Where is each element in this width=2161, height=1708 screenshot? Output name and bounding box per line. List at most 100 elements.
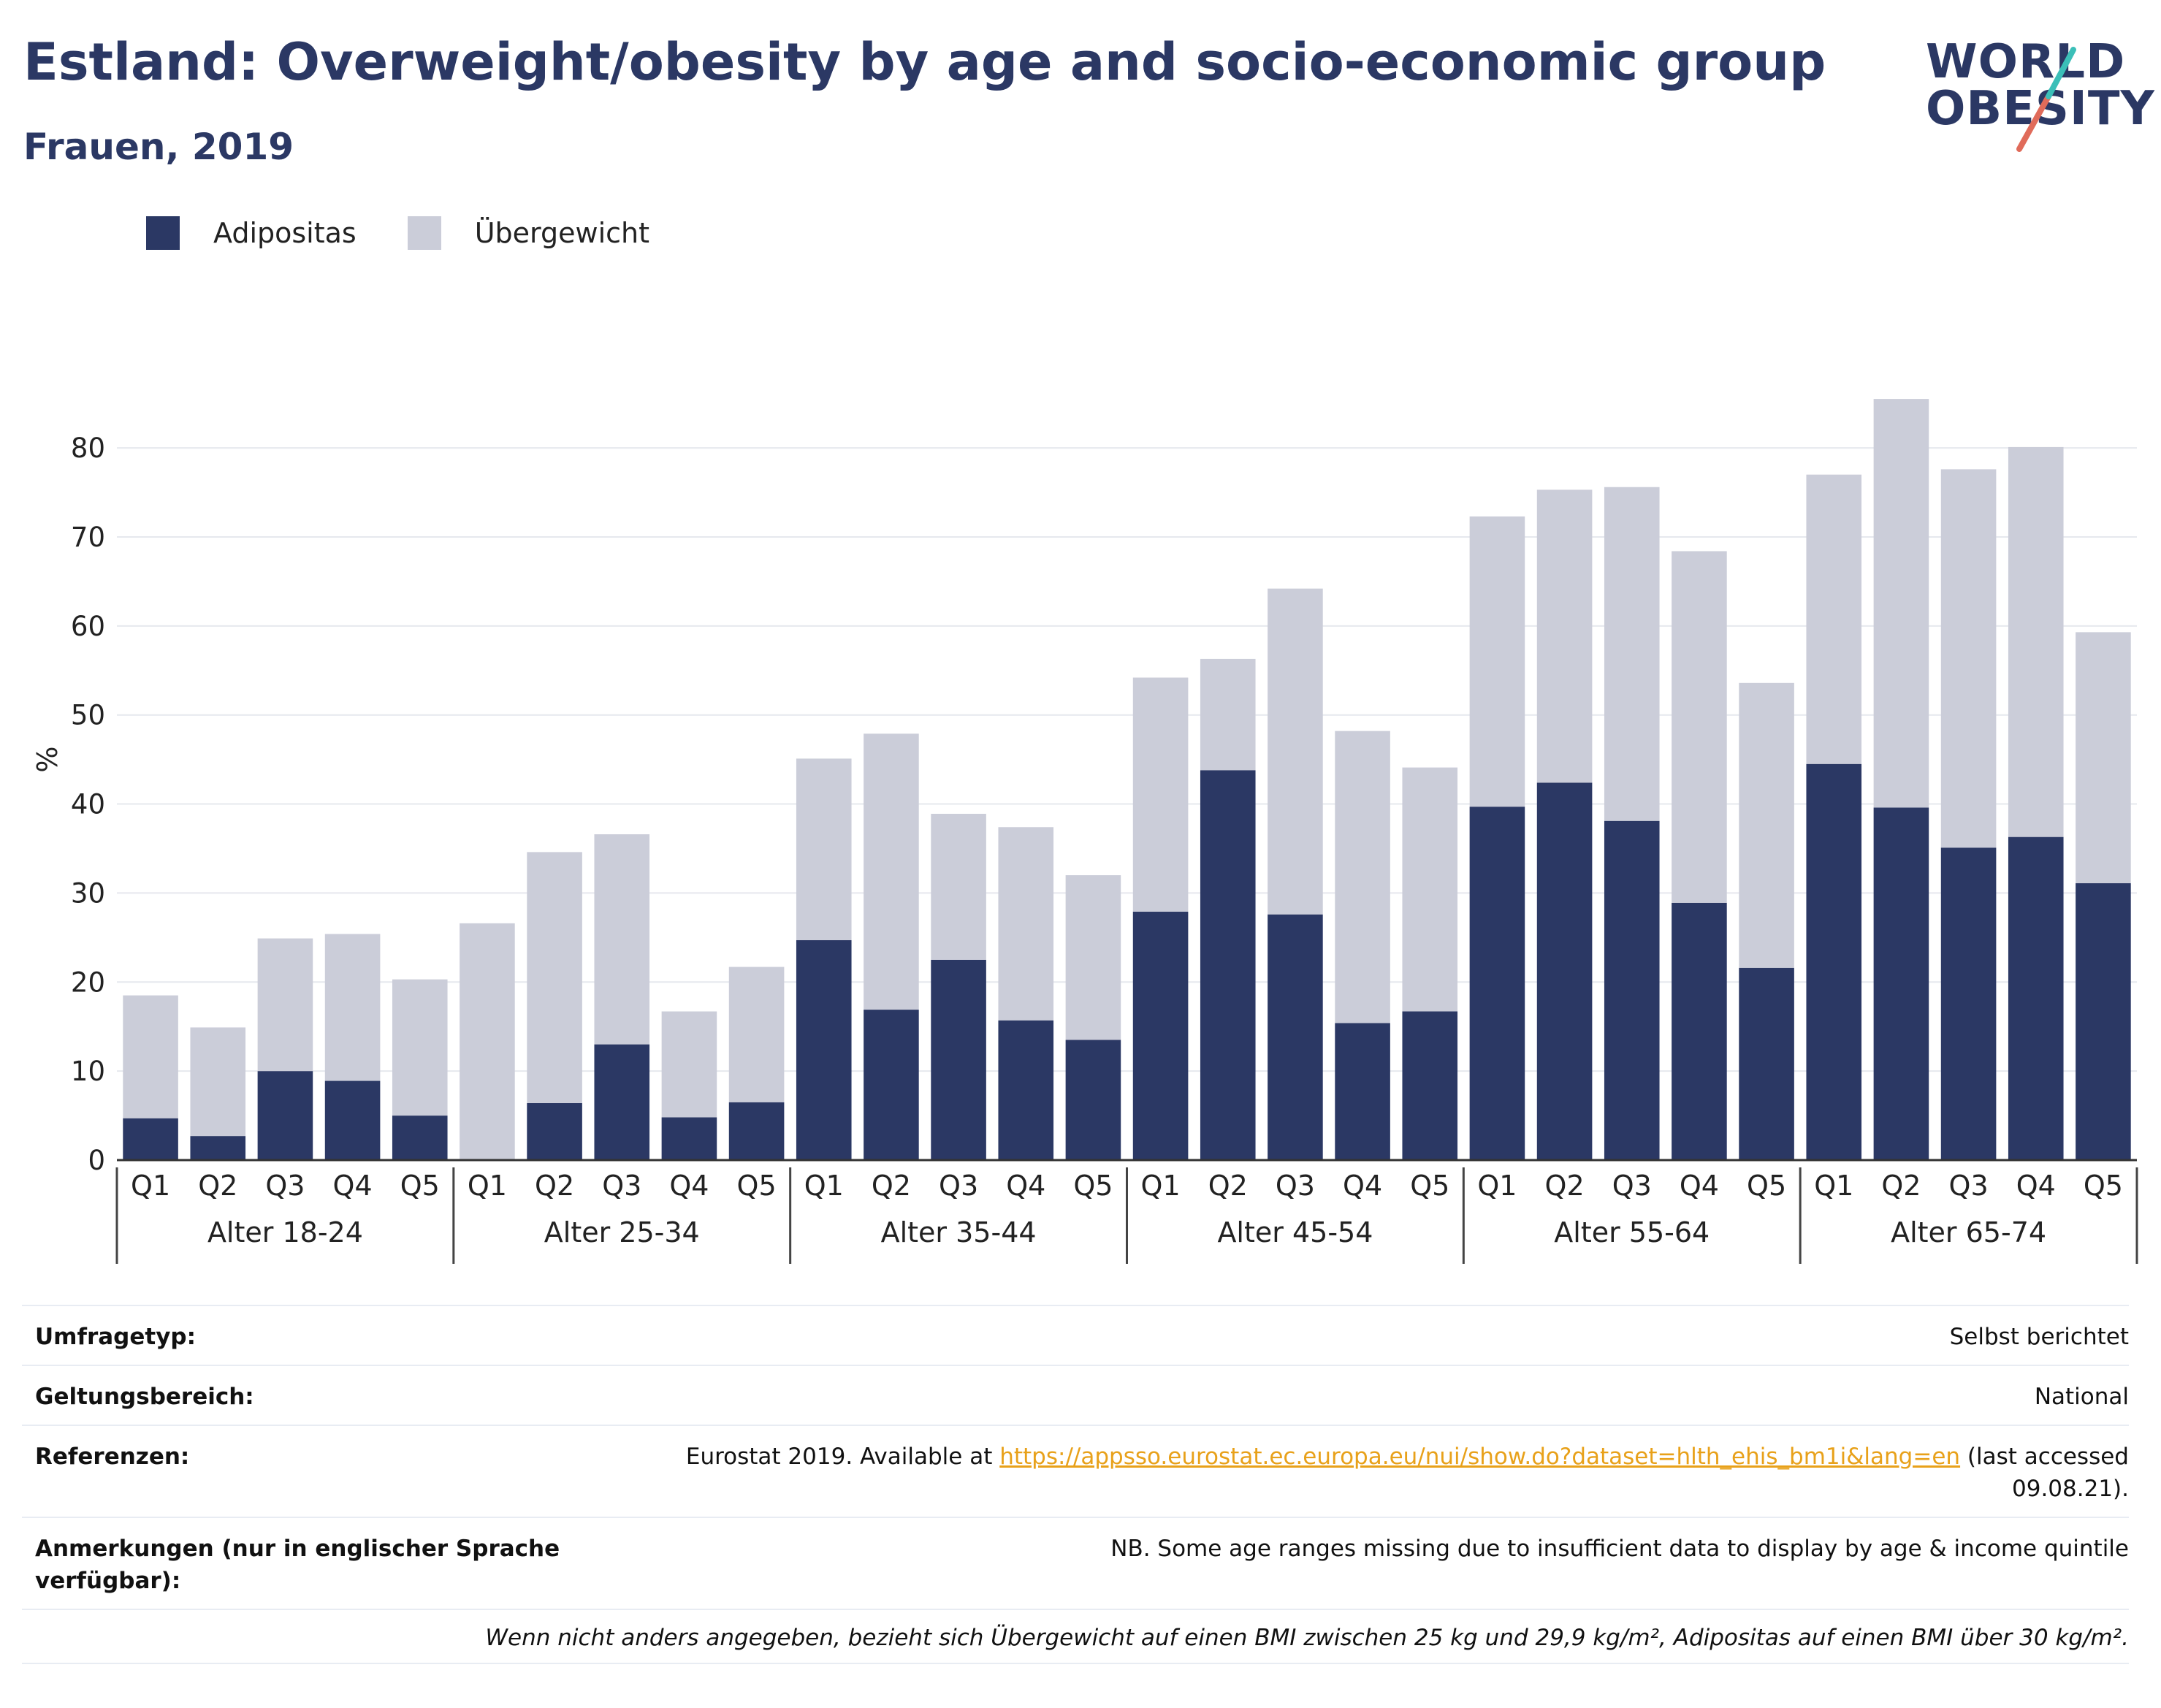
bar-obesity <box>1672 902 1727 1160</box>
y-tick-label: 50 <box>71 700 105 731</box>
bar-obesity <box>1132 912 1189 1160</box>
group-label: Alter 25-34 <box>544 1216 700 1248</box>
bar-overweight <box>1672 551 1727 903</box>
bar-overweight <box>998 827 1054 1021</box>
bar-obesity <box>796 940 852 1160</box>
y-tick-label: 10 <box>71 1056 105 1087</box>
bar-overweight <box>661 1011 717 1118</box>
bar-overweight <box>1536 489 1593 783</box>
y-axis-label: % <box>31 747 64 773</box>
reference-suffix: (last accessed 09.08.21). <box>1960 1444 2129 1502</box>
group-label: Alter 45-54 <box>1217 1216 1373 1248</box>
info-row-references: Referenzen: Eurostat 2019. Available at … <box>22 1425 2129 1517</box>
bar-obesity <box>594 1044 650 1160</box>
x-tick-label: Q1 <box>131 1170 170 1202</box>
bar-overweight <box>190 1027 246 1137</box>
bar-obesity <box>931 959 986 1160</box>
legend-item-overweight[interactable]: Übergewicht <box>407 216 649 250</box>
bar-obesity <box>1335 1023 1390 1160</box>
bar-overweight <box>594 834 650 1045</box>
bar-obesity <box>324 1080 381 1160</box>
bar-overweight <box>1604 487 1660 821</box>
legend-swatch-obesity <box>146 216 180 250</box>
y-tick-label: 60 <box>71 611 105 642</box>
bar-obesity <box>1200 770 1256 1160</box>
legend: Adipositas Übergewicht <box>146 216 701 250</box>
x-tick-label: Q4 <box>1680 1170 1719 1202</box>
x-tick-label: Q5 <box>1073 1170 1113 1202</box>
x-tick-label: Q2 <box>872 1170 911 1202</box>
bar-overweight <box>324 934 381 1081</box>
bar-overweight <box>931 813 986 960</box>
x-tick-label: Q5 <box>1747 1170 1786 1202</box>
bar-obesity <box>1604 820 1660 1160</box>
bar-obesity <box>123 1118 178 1160</box>
bar-obesity <box>728 1102 785 1160</box>
bar-overweight <box>392 979 448 1116</box>
x-tick-label: Q5 <box>1410 1170 1449 1202</box>
x-tick-label: Q5 <box>400 1170 440 1202</box>
bar-obesity <box>1065 1040 1121 1160</box>
bar-overweight <box>1132 677 1189 912</box>
info-key: Umfragetyp: <box>35 1324 196 1350</box>
x-tick-label: Q2 <box>1208 1170 1248 1202</box>
y-tick-label: 40 <box>71 789 105 820</box>
bar-obesity <box>2076 883 2131 1160</box>
legend-item-obesity[interactable]: Adipositas <box>146 216 357 250</box>
bar-overweight <box>796 758 852 941</box>
reference-text: Eurostat 2019. Available at <box>685 1444 1000 1470</box>
reference-link[interactable]: https://appsso.eurostat.ec.europa.eu/nui… <box>999 1444 1961 1470</box>
world-obesity-logo[interactable]: WORLD OBESITY <box>1916 34 2154 158</box>
x-tick-label: Q1 <box>804 1170 844 1202</box>
info-key: Referenzen: <box>35 1444 190 1470</box>
bar-obesity <box>257 1071 313 1160</box>
bar-overweight <box>728 967 785 1102</box>
x-tick-label: Q4 <box>1343 1170 1382 1202</box>
bar-overweight <box>257 938 313 1072</box>
info-key: Anmerkungen (nur in englischer Sprache v… <box>35 1536 560 1594</box>
group-label: Alter 18-24 <box>207 1216 363 1248</box>
x-tick-label: Q4 <box>2016 1170 2056 1202</box>
bar-obesity <box>661 1117 717 1160</box>
bar-overweight <box>1335 731 1390 1023</box>
x-tick-label: Q1 <box>1477 1170 1517 1202</box>
info-row-scope: Geltungsbereich: National <box>22 1365 2129 1425</box>
bar-overweight <box>1469 516 1525 807</box>
group-label: Alter 65-74 <box>1891 1216 2046 1248</box>
bar-obesity <box>864 1010 919 1160</box>
bar-overweight <box>1940 469 1997 848</box>
x-tick-label: Q2 <box>1545 1170 1585 1202</box>
bar-obesity <box>392 1116 448 1160</box>
info-value: NB. Some age ranges missing due to insuf… <box>1110 1536 2129 1562</box>
logo-word-1: WORLD <box>1926 35 2126 89</box>
bar-obesity <box>1806 763 1862 1160</box>
bar-obesity <box>190 1136 246 1160</box>
x-tick-label: Q2 <box>1881 1170 1921 1202</box>
info-row-survey-type: Umfragetyp: Selbst berichtet <box>22 1305 2129 1365</box>
bar-obesity <box>1469 807 1525 1160</box>
x-tick-label: Q4 <box>669 1170 709 1202</box>
chart-title: Estland: Overweight/obesity by age and s… <box>23 32 1826 92</box>
info-value: National <box>2034 1384 2129 1410</box>
bar-overweight <box>1402 767 1458 1012</box>
legend-label-overweight: Übergewicht <box>474 217 649 249</box>
x-tick-label: Q5 <box>2084 1170 2123 1202</box>
bar-overweight <box>527 852 582 1104</box>
chart-subtitle: Frauen, 2019 <box>23 126 294 168</box>
x-tick-label: Q3 <box>939 1170 978 1202</box>
bar-obesity <box>2008 836 2064 1160</box>
x-tick-label: Q3 <box>1276 1170 1315 1202</box>
y-tick-label: 70 <box>71 522 105 553</box>
bar-obesity <box>1536 782 1593 1160</box>
bar-overweight <box>1065 875 1121 1040</box>
bar-obesity <box>1739 967 1794 1160</box>
x-tick-label: Q2 <box>535 1170 574 1202</box>
x-tick-label: Q1 <box>1814 1170 1853 1202</box>
bar-overweight <box>1739 682 1794 968</box>
info-value: Selbst berichtet <box>1949 1324 2129 1350</box>
group-label: Alter 35-44 <box>881 1216 1037 1248</box>
stacked-bar-chart: 0 10 20 30 40 50 60 70 80% Q1 Q2 Q3 Q4 Q5 Alter 18-24 Q… <box>31 399 2138 1264</box>
bar-overweight <box>1268 588 1323 915</box>
x-tick-label: Q3 <box>1949 1170 1989 1202</box>
x-tick-label: Q3 <box>265 1170 305 1202</box>
